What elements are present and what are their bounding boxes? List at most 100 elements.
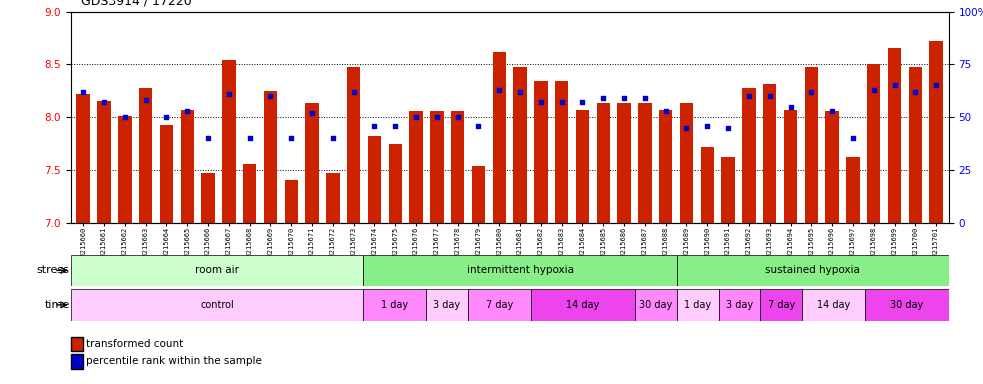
- Point: [700, 122, 716, 129]
- Bar: [555, 81, 568, 223]
- Text: 3 day: 3 day: [434, 300, 461, 310]
- Point: [866, 87, 882, 93]
- Text: 1 day: 1 day: [381, 300, 408, 310]
- Point: [471, 122, 487, 129]
- Bar: [929, 41, 943, 223]
- Bar: [409, 111, 423, 223]
- Point: [575, 99, 591, 105]
- Point: [658, 108, 673, 114]
- Bar: [326, 173, 340, 223]
- Point: [180, 108, 196, 114]
- Point: [304, 110, 319, 116]
- Point: [721, 124, 736, 131]
- Bar: [492, 52, 506, 223]
- Point: [429, 114, 444, 120]
- Bar: [597, 103, 610, 223]
- Point: [512, 89, 528, 95]
- Point: [346, 89, 362, 95]
- Bar: [638, 103, 652, 223]
- Point: [262, 93, 278, 99]
- Point: [201, 135, 216, 141]
- Point: [553, 99, 569, 105]
- Text: control: control: [201, 300, 234, 310]
- Bar: [677, 255, 949, 286]
- Bar: [263, 91, 277, 223]
- Point: [803, 89, 819, 95]
- Point: [845, 135, 861, 141]
- Text: intermittent hypoxia: intermittent hypoxia: [467, 265, 574, 275]
- Point: [325, 135, 341, 141]
- Point: [824, 108, 839, 114]
- Point: [678, 124, 694, 131]
- Point: [533, 99, 549, 105]
- Point: [492, 87, 507, 93]
- Text: room air: room air: [195, 265, 239, 275]
- Bar: [159, 124, 173, 223]
- Bar: [388, 144, 402, 223]
- Bar: [222, 60, 236, 223]
- Bar: [908, 68, 922, 223]
- Bar: [364, 255, 677, 286]
- Point: [637, 95, 653, 101]
- Bar: [802, 289, 865, 321]
- Bar: [846, 157, 860, 223]
- Bar: [659, 110, 672, 223]
- Point: [907, 89, 923, 95]
- Point: [158, 114, 174, 120]
- Point: [242, 135, 258, 141]
- Point: [387, 122, 403, 129]
- Bar: [426, 289, 468, 321]
- Bar: [865, 289, 949, 321]
- Bar: [118, 116, 132, 223]
- Bar: [534, 81, 548, 223]
- Point: [96, 99, 112, 105]
- Bar: [763, 84, 777, 223]
- Text: 14 day: 14 day: [566, 300, 600, 310]
- Point: [221, 91, 237, 97]
- Text: sustained hypoxia: sustained hypoxia: [766, 265, 860, 275]
- Point: [450, 114, 466, 120]
- Bar: [742, 88, 756, 223]
- Point: [741, 93, 757, 99]
- Bar: [826, 111, 838, 223]
- Text: 30 day: 30 day: [639, 300, 672, 310]
- Bar: [867, 65, 881, 223]
- Text: 7 day: 7 day: [768, 300, 795, 310]
- Bar: [888, 48, 901, 223]
- Bar: [513, 68, 527, 223]
- Point: [782, 104, 798, 110]
- Bar: [719, 289, 761, 321]
- Bar: [139, 88, 152, 223]
- Point: [887, 82, 902, 88]
- Bar: [468, 289, 531, 321]
- Point: [76, 89, 91, 95]
- Bar: [617, 103, 631, 223]
- Point: [117, 114, 133, 120]
- Text: 1 day: 1 day: [684, 300, 712, 310]
- Bar: [677, 289, 719, 321]
- Bar: [284, 180, 298, 223]
- Bar: [181, 110, 194, 223]
- Bar: [243, 164, 257, 223]
- Bar: [761, 289, 802, 321]
- Point: [762, 93, 778, 99]
- Bar: [71, 289, 364, 321]
- Bar: [368, 136, 381, 223]
- Bar: [635, 289, 677, 321]
- Point: [283, 135, 299, 141]
- Bar: [472, 166, 486, 223]
- Bar: [97, 101, 111, 223]
- Bar: [306, 103, 318, 223]
- Text: 30 day: 30 day: [891, 300, 923, 310]
- Bar: [701, 147, 714, 223]
- Bar: [77, 94, 90, 223]
- Bar: [804, 68, 818, 223]
- Bar: [783, 110, 797, 223]
- Text: percentile rank within the sample: percentile rank within the sample: [86, 356, 261, 366]
- Bar: [71, 255, 364, 286]
- Text: GDS3914 / 17220: GDS3914 / 17220: [81, 0, 192, 8]
- Text: 3 day: 3 day: [726, 300, 753, 310]
- Point: [367, 122, 382, 129]
- Bar: [576, 110, 589, 223]
- Bar: [364, 289, 426, 321]
